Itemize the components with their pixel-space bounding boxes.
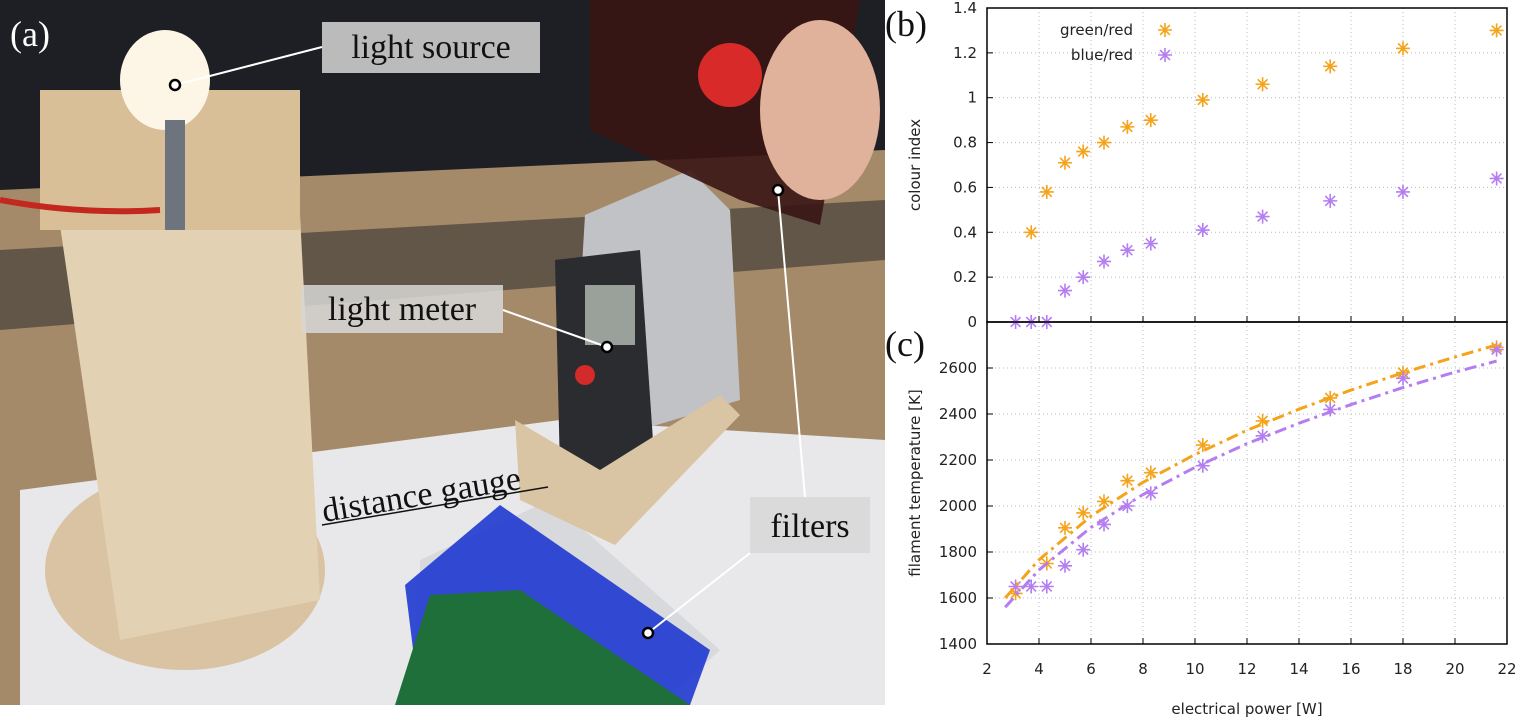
y-tick-label: 2600 — [939, 359, 977, 377]
point — [1058, 283, 1072, 298]
fit-line — [1004, 343, 1498, 599]
x-tick-label: 14 — [1289, 660, 1308, 678]
y-tick-label: 0.2 — [953, 268, 977, 286]
x-tick-label: 12 — [1237, 660, 1256, 678]
x-tick-label: 8 — [1138, 660, 1148, 678]
x-tick-label: 6 — [1086, 660, 1096, 678]
point — [1076, 505, 1091, 520]
point — [1076, 542, 1091, 557]
point — [1120, 473, 1135, 488]
point — [1076, 144, 1091, 159]
point — [1323, 59, 1338, 74]
point — [1323, 402, 1338, 417]
plot-frame — [986, 321, 1508, 645]
photo: (a) light source light meter distance ga… — [0, 0, 885, 705]
point — [1076, 270, 1091, 285]
point — [1058, 520, 1072, 535]
y-tick-label: 1800 — [939, 543, 977, 561]
point — [1120, 119, 1135, 134]
photo-label: filters — [770, 508, 849, 545]
point — [1195, 438, 1210, 453]
point — [1396, 371, 1410, 386]
point — [1396, 41, 1410, 56]
y-tick-label: 0.8 — [953, 134, 977, 152]
point — [1255, 413, 1270, 428]
panel-label: (b) — [885, 4, 927, 44]
x-tick-label: 2 — [982, 660, 992, 678]
y-tick-label: 0 — [967, 313, 977, 331]
y-tick-label: 1 — [967, 89, 977, 107]
y-axis-label: colour index — [906, 119, 924, 211]
point — [1024, 579, 1039, 594]
fit-line — [1004, 359, 1497, 609]
point — [1097, 494, 1111, 509]
legend-label: green/red — [1060, 21, 1133, 39]
point — [1120, 243, 1135, 258]
point — [1039, 579, 1054, 594]
point — [1097, 517, 1111, 532]
legend-marker — [1158, 23, 1172, 37]
point — [1255, 209, 1270, 224]
x-tick-label: 22 — [1497, 660, 1516, 678]
photo-label: light meter — [328, 291, 477, 328]
point — [1489, 342, 1504, 357]
point — [1097, 254, 1111, 269]
point — [1489, 23, 1504, 38]
point — [1255, 428, 1270, 443]
point — [1143, 465, 1158, 480]
point — [1008, 579, 1023, 594]
x-tick-label: 4 — [1034, 660, 1044, 678]
y-tick-label: 2400 — [939, 405, 977, 423]
point — [1143, 113, 1158, 128]
x-tick-label: 18 — [1393, 660, 1412, 678]
y-tick-label: 0.4 — [953, 223, 977, 241]
point — [1143, 236, 1158, 251]
x-tick-label: 20 — [1445, 660, 1464, 678]
point — [1255, 77, 1270, 92]
y-tick-label: 2200 — [939, 451, 977, 469]
point — [1489, 171, 1504, 186]
y-tick-label: 2000 — [939, 497, 977, 515]
point — [1195, 223, 1210, 238]
point — [1058, 155, 1072, 170]
point — [1195, 458, 1210, 473]
point — [1024, 225, 1039, 240]
x-axis-label: electrical power [W] — [1171, 700, 1322, 718]
y-tick-label: 1400 — [939, 635, 977, 653]
x-tick-label: 16 — [1341, 660, 1360, 678]
legend-marker — [1158, 48, 1172, 62]
x-tick-label: 10 — [1185, 660, 1204, 678]
panel-label: (a) — [10, 14, 50, 54]
point — [1323, 193, 1338, 208]
point — [1058, 558, 1072, 573]
point — [1039, 184, 1054, 199]
y-tick-label: 0.6 — [953, 178, 977, 196]
point — [1396, 184, 1410, 199]
y-tick-label: 1600 — [939, 589, 977, 607]
point — [1195, 92, 1210, 107]
legend-label: blue/red — [1071, 46, 1133, 64]
panel-label: (c) — [885, 324, 925, 364]
point — [1143, 486, 1158, 501]
point — [1097, 135, 1111, 150]
y-tick-label: 1.2 — [953, 44, 977, 62]
y-tick-label: 1.4 — [953, 0, 977, 17]
photo-label: light source — [351, 29, 511, 66]
y-axis-label: filament temperature [K] — [906, 389, 924, 576]
